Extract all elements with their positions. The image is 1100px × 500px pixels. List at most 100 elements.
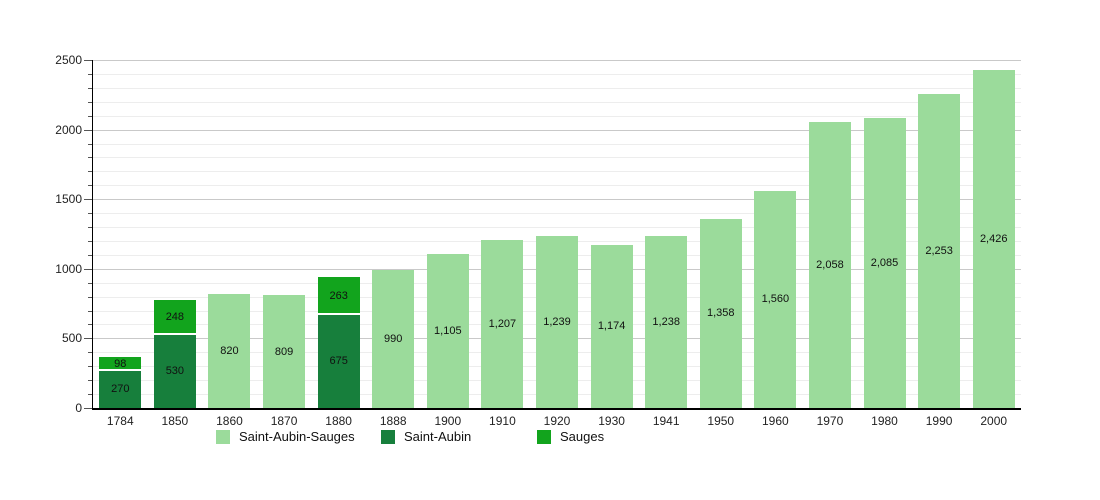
y-tick xyxy=(88,296,92,298)
y-gridline xyxy=(93,185,1021,187)
bar-value-label: 675 xyxy=(329,355,348,368)
bar-value-label: 263 xyxy=(329,289,348,302)
stack-divider xyxy=(99,369,142,372)
bar-1900-combined xyxy=(426,254,469,408)
y-tick xyxy=(84,268,92,270)
legend-swatch-saint-aubin-icon xyxy=(381,429,395,444)
bar-value-label: 1,174 xyxy=(597,320,626,333)
y-gridline xyxy=(93,213,1021,215)
y-tick xyxy=(88,171,92,173)
legend-swatch-sauges-icon xyxy=(537,429,551,444)
legend-item-saint-aubin-sauges: Saint-Aubin-Sauges xyxy=(216,428,355,444)
x-tick-label: 1900 xyxy=(434,414,462,428)
bar-1990-combined xyxy=(918,94,961,408)
bar-1784-sauges xyxy=(99,356,142,371)
y-tick-label: 500 xyxy=(61,331,82,346)
bar-value-label: 990 xyxy=(384,333,403,346)
x-tick-label: 2000 xyxy=(980,414,1008,428)
bar-value-label: 2,058 xyxy=(816,258,844,271)
bar-value-label: 1,239 xyxy=(543,315,571,328)
y-tick-label: 0 xyxy=(75,401,82,415)
bar-1950-combined xyxy=(699,218,742,408)
bar-value-label: 1,358 xyxy=(706,307,735,320)
y-tick xyxy=(88,380,92,382)
bar-1910-combined xyxy=(481,240,524,408)
bar-2000-combined xyxy=(972,70,1015,408)
y-tick xyxy=(88,324,92,326)
x-tick-label: 1930 xyxy=(598,414,625,428)
y-gridline xyxy=(93,87,1021,89)
y-tick xyxy=(84,199,92,201)
bar-1880-sauges xyxy=(317,277,360,315)
x-tick-label: 1960 xyxy=(761,414,789,428)
bar-1888-combined xyxy=(372,270,415,408)
bar-value-label: 2,253 xyxy=(925,245,953,258)
x-tick-label: 1950 xyxy=(707,414,735,428)
bar-1860-combined xyxy=(208,293,251,408)
y-gridline xyxy=(93,199,1021,201)
x-tick-label: 1980 xyxy=(871,414,898,428)
y-tick xyxy=(88,115,92,117)
stack-divider xyxy=(317,313,360,316)
legend-item-saint-aubin: Saint-Aubin xyxy=(381,428,471,444)
bar-value-label: 1,207 xyxy=(488,317,517,330)
x-tick-label: 1880 xyxy=(325,414,352,428)
y-gridline xyxy=(93,115,1021,117)
y-tick xyxy=(84,60,92,61)
bar-value-label: 2,085 xyxy=(870,256,899,269)
y-tick xyxy=(84,129,92,131)
bar-1920-combined xyxy=(536,235,578,408)
legend-label: Saint-Aubin xyxy=(404,428,472,444)
bar-1784-saint-aubin xyxy=(99,370,142,408)
y-gridline xyxy=(93,129,1021,131)
bar-value-label: 270 xyxy=(111,383,130,396)
x-tick-label: 1970 xyxy=(816,414,844,428)
y-gridline xyxy=(93,143,1021,145)
x-tick-label: 1910 xyxy=(489,414,516,428)
y-gridline xyxy=(93,101,1021,103)
bar-value-label: 1,105 xyxy=(434,325,462,338)
y-gridline xyxy=(93,171,1021,173)
bar-value-label: 1,560 xyxy=(761,293,790,306)
y-tick xyxy=(88,157,92,159)
bar-1930-combined xyxy=(590,244,633,408)
bar-value-label: 530 xyxy=(165,365,185,378)
y-tick xyxy=(88,394,92,396)
x-tick-label: 1860 xyxy=(216,414,243,428)
bar-1880-saint-aubin xyxy=(317,314,360,408)
bar-value-label: 2,426 xyxy=(979,233,1008,246)
y-tick xyxy=(84,408,92,409)
y-tick xyxy=(88,87,92,89)
y-tick xyxy=(88,227,92,229)
bar-1970-combined xyxy=(808,121,851,408)
x-tick-label: 1941 xyxy=(652,414,680,428)
x-tick-label: 1990 xyxy=(925,414,953,428)
legend-label: Saint-Aubin-Sauges xyxy=(239,428,355,444)
bar-1850-sauges xyxy=(153,299,196,335)
y-gridline xyxy=(93,60,1021,61)
x-tick-label: 1888 xyxy=(379,414,407,428)
x-tick-label: 1920 xyxy=(543,414,571,428)
x-tick-label: 1870 xyxy=(270,414,298,428)
y-gridline xyxy=(93,73,1021,75)
y-tick xyxy=(88,143,92,145)
legend-item-sauges: Sauges xyxy=(537,428,604,444)
legend-label: Sauges xyxy=(560,428,605,444)
bar-1850-saint-aubin xyxy=(153,334,196,408)
y-tick xyxy=(88,185,92,187)
y-tick xyxy=(88,366,92,368)
y-tick-label: 2000 xyxy=(55,122,82,137)
bar-1960-combined xyxy=(754,190,797,408)
bar-value-label: 809 xyxy=(274,345,294,358)
bar-1870-combined xyxy=(263,295,306,408)
y-tick xyxy=(88,310,92,312)
bar-value-label: 98 xyxy=(114,357,127,370)
y-tick xyxy=(88,101,92,103)
y-tick xyxy=(84,338,92,340)
bar-value-label: 248 xyxy=(165,310,185,323)
x-tick-label: 1784 xyxy=(106,414,134,428)
bar-1980-combined xyxy=(863,117,906,408)
y-tick xyxy=(88,240,92,242)
x-tick-label: 1850 xyxy=(161,414,189,428)
